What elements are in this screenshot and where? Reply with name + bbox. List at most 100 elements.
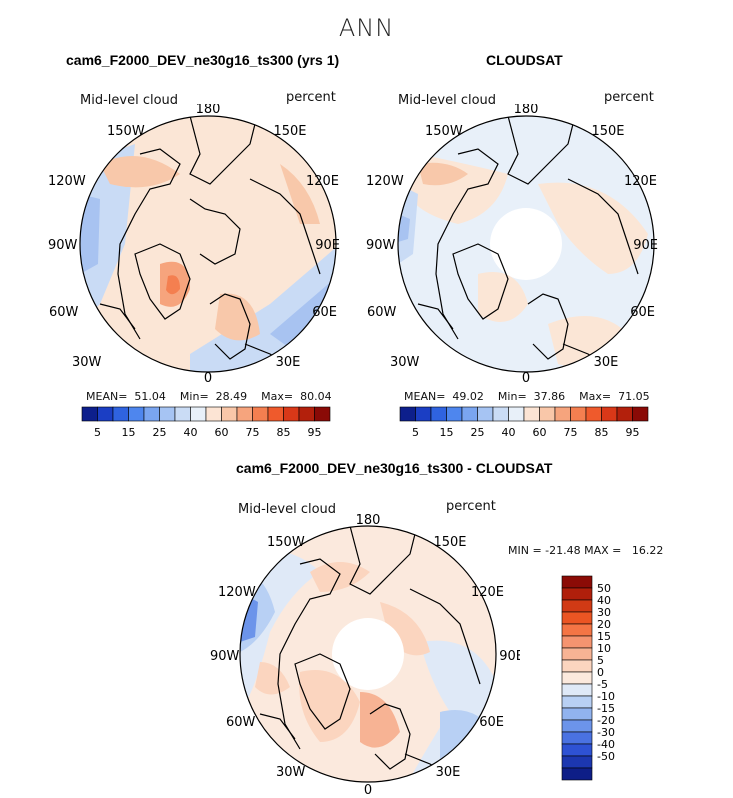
panel-3-colorbar-box [561,611,593,625]
panel-3-colorbar-label: -50 [597,750,615,763]
panel-3-colorbar-label: -5 [597,678,608,691]
panel-2-units: percent [604,90,654,105]
panel-2-variable: Mid-level cloud [398,93,497,108]
panel-2-max-label: Max= [579,390,612,403]
panel-1-region-low [80,144,135,324]
panel-2-title: CLOUDSAT [486,52,563,68]
panel-1-colorbar-box [298,406,315,422]
panel-3-colorbar-box [561,671,593,685]
panel-3-region-pos [299,670,360,742]
panel-3-colorbar-box [561,623,593,637]
panel-3-colorbar-box [561,635,593,649]
panel-2-colorbar-label: 60 [533,426,547,439]
panel-3-units: percent [446,499,496,514]
panel-3-colorbar-box [561,575,593,589]
panel-1-colorbar-label: 40 [184,426,198,439]
panel-1-map: 180 150E 120E 90E 60E 30E 0 30W 60W 90W … [48,104,340,384]
panel-2-colorbar-box [477,406,494,422]
panel-3-lon-150w: 150W [267,535,305,550]
panel-1-max-label: Max= [261,390,294,403]
panel-2-lon-0: 0 [522,371,530,384]
panel-1-colorbar-box [252,406,269,422]
panel-3-lon-120w: 120W [218,585,256,600]
panel-3-colorbar-box [561,599,593,613]
panel-2-colorbar-label: 25 [471,426,485,439]
panel-3-colorbar-box [561,683,593,697]
panel-2-colorbar: 5 15 25 40 60 75 85 95 [399,406,649,439]
panel-2-colorbar-label: 5 [412,426,419,439]
panel-1-map-border [79,115,337,373]
panel-1-stats: MEAN= 51.04 Min= 28.49 Max= 80.04 [86,390,332,403]
panel-1-lon-60w: 60W [49,305,79,320]
panel-2-colorbar-label: 15 [440,426,454,439]
panel-3-lon-60w: 60W [226,715,256,730]
panel-2-lon-150w: 150W [425,124,463,139]
panel-3-lon-30e: 30E [436,765,461,780]
panel-3-lon-180: 180 [356,513,381,528]
panel-2-missing-data [490,208,562,280]
panel-1-colorbar-box [159,406,176,422]
panel-3-lon-30w: 30W [276,765,306,780]
panel-2-colorbar-box [430,406,447,422]
panel-2-lon-30e: 30E [594,355,619,370]
panel-1-min-label: Min= [179,390,209,403]
panel-3-colorbar-box [561,659,593,673]
panel-3-missing-data [332,618,404,690]
panel-3-colorbar-box [561,755,593,769]
panel-1-max: 80.04 [300,390,332,403]
panel-1-colorbar-box [81,406,98,422]
panel-1-colorbar-box [221,406,238,422]
panel-2-colorbar-box [585,406,602,422]
panel-2-lon-90e: 90E [633,238,658,253]
panel-1-colorbar-label: 60 [215,426,229,439]
panel-3-colorbar-box [561,767,593,781]
panel-2-colorbar-box [415,406,432,422]
panel-1-lon-180: 180 [196,104,221,117]
panel-3-coastlines [259,526,481,780]
panel-1-colorbar-box [314,406,331,422]
panel-3-colorbar-label: -10 [597,690,615,703]
panel-2-lon-120e: 120E [624,174,657,189]
panel-2-min-label: Min= [497,390,527,403]
panel-2-colorbar-box [508,406,525,422]
panel-3-variable: Mid-level cloud [238,502,337,517]
panel-2-stats: MEAN= 49.02 Min= 37.86 Max= 71.05 [404,390,650,403]
panel-1-colorbar-box [128,406,145,422]
panel-2-lon-90w: 90W [366,238,396,253]
panel-2-lon-60e: 60E [630,305,655,320]
panel-3-title: cam6_F2000_DEV_ne30g16_ts300 - CLOUDSAT [236,460,553,476]
panel-3-colorbar-label: 10 [597,642,611,655]
panel-1-colorbar-box [267,406,284,422]
panel-2-colorbar-box [523,406,540,422]
panel-1-colorbar-label: 15 [122,426,136,439]
panel-1-lon-30w: 30W [72,355,102,370]
panel-3-colorbar-label: 40 [597,594,611,607]
panel-3-colorbar-label: 0 [597,666,604,679]
panel-1-colorbar-label: 85 [277,426,291,439]
panel-1-lon-120w: 120W [48,174,86,189]
panel-1-min: 28.49 [215,390,248,403]
panel-2-colorbar-box [616,406,633,422]
panel-1-lon-60e: 60E [312,305,337,320]
panel-1-colorbar-label: 75 [246,426,260,439]
panel-2-colorbar-box [492,406,509,422]
panel-3-lon-60e: 60E [479,715,504,730]
panel-1-lon-150w: 150W [107,124,145,139]
panel-3-colorbar-box [561,695,593,709]
panel-2-colorbar-box [399,406,416,422]
panel-3-colorbar-box [561,707,593,721]
panel-3-map-border [239,525,497,783]
panel-2-colorbar-label: 75 [564,426,578,439]
panel-3-lon-90e: 90E [499,649,520,664]
panel-2-colorbar-box [632,406,649,422]
panel-2-colorbar-box [461,406,478,422]
panel-2-lon-180: 180 [514,104,539,117]
panel-1-lon-0: 0 [204,371,212,384]
panel-1-title: cam6_F2000_DEV_ne30g16_ts300 (yrs 1) [66,52,340,68]
panel-1-mean: 51.04 [134,390,166,403]
panel-2-colorbar-box [446,406,463,422]
panel-3-colorbar-box [561,743,593,757]
panel-1-lon-90w: 90W [48,238,78,253]
panel-3-stats: MIN = -21.48 MAX = 16.22 [508,544,664,557]
